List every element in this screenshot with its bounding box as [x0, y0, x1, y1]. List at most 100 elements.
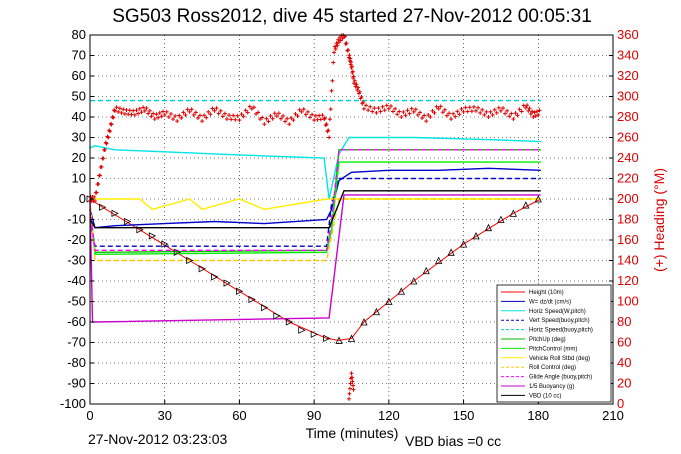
ascent-marker — [360, 318, 368, 326]
y-right-tick-label: 240 — [617, 150, 639, 165]
y-axis-right-label: (+) Heading (°M) — [651, 168, 667, 272]
y-tick-label: -60 — [67, 314, 86, 329]
y-right-tick-label: 120 — [617, 273, 639, 288]
y-tick-label: -90 — [67, 376, 86, 391]
descent-marker — [323, 334, 331, 343]
y-tick-label: 50 — [72, 89, 86, 104]
series-line-10 — [89, 194, 541, 323]
x-tick-label: 210 — [602, 408, 624, 423]
descent-marker — [260, 304, 269, 312]
y-tick-label: -40 — [67, 273, 86, 288]
y-right-tick-label: 60 — [617, 335, 631, 350]
ascent-marker — [435, 256, 443, 264]
ascent-marker — [497, 215, 505, 223]
descent-marker — [111, 209, 119, 217]
ascent-marker — [410, 277, 418, 285]
footer-timestamp: 27-Nov-2012 03:23:03 — [88, 431, 228, 447]
y-tick-label: 70 — [72, 48, 86, 63]
descent-marker — [186, 256, 194, 265]
y-tick-label: 40 — [72, 109, 86, 124]
y-tick-label: -20 — [67, 232, 86, 247]
series-line-0 — [89, 198, 542, 341]
descent-marker — [298, 326, 306, 334]
legend-entry: Horiz Speed(buoy,pitch) — [529, 328, 593, 334]
x-tick-label: 30 — [157, 408, 171, 423]
y-right-tick-label: 100 — [617, 294, 639, 309]
ascent-marker — [522, 201, 530, 209]
series-line-11 — [89, 190, 541, 229]
legend-entry: PitchControl (mm) — [529, 346, 577, 352]
y-right-tick-label: 300 — [617, 89, 639, 104]
ascent-marker — [447, 248, 455, 256]
ascent-marker — [372, 307, 381, 316]
ascent-marker — [385, 297, 393, 305]
y-tick-label: -30 — [67, 253, 86, 268]
y-right-tick-label: 220 — [617, 171, 639, 186]
x-tick-label: 0 — [86, 408, 93, 423]
x-axis-label: Time (minutes) — [306, 425, 399, 441]
legend-entry: Height (10m) — [529, 290, 564, 296]
descent-marker — [161, 240, 169, 248]
descent-marker — [310, 330, 319, 338]
y-right-tick-label: 260 — [617, 130, 639, 145]
descent-marker — [273, 312, 281, 320]
y-right-tick-label: 200 — [617, 191, 639, 206]
descent-marker — [99, 203, 107, 211]
legend-entry: Roll Control (deg) — [529, 365, 576, 371]
legend-entry: 1/5 Buoyancy (g) — [529, 384, 574, 390]
y-right-tick-label: 140 — [617, 253, 639, 268]
legend-entry: PitchUp (deg) — [529, 337, 566, 343]
descent-marker — [148, 232, 157, 240]
ascent-marker — [397, 287, 405, 295]
y-right-tick-label: 160 — [617, 232, 639, 247]
y-right-tick-label: 40 — [617, 355, 631, 370]
legend-box — [496, 284, 612, 403]
y-axis-left-ticks: -100-90-80-70-60-50-40-30-20-10010203040… — [60, 27, 94, 411]
y-right-tick-label: 360 — [617, 27, 639, 42]
y-axis-right-ticks: 0 20 40 60 80 100 120 140 160 180 200 220 240 260 280 3… — [609, 27, 639, 411]
ascent-marker — [472, 232, 480, 240]
y-right-tick-label: 20 — [617, 376, 631, 391]
y-tick-label: -100 — [60, 396, 86, 411]
legend-entry: Vehicle Roll Stbd (deg) — [529, 356, 590, 362]
x-tick-label: 90 — [307, 408, 321, 423]
x-tick-label: 180 — [527, 408, 549, 423]
ascent-marker — [509, 209, 518, 217]
legend: Height (10m) W= dz/dt (cm/s) Horiz Speed(W… — [496, 284, 612, 403]
y-tick-label: 0 — [79, 191, 86, 206]
y-right-tick-label: 180 — [617, 212, 639, 227]
x-tick-label: 150 — [453, 408, 475, 423]
y-tick-label: 60 — [72, 68, 86, 83]
ascent-marker — [534, 195, 542, 203]
ascent-marker — [335, 336, 343, 344]
ascent-marker — [347, 334, 356, 342]
y-tick-label: -70 — [67, 335, 86, 350]
y-right-tick-label: 280 — [617, 109, 639, 124]
series-line-6 — [89, 161, 541, 256]
ascent-marker — [459, 240, 468, 248]
descent-marker — [136, 226, 144, 234]
ascent-marker — [484, 223, 493, 232]
descent-marker — [223, 279, 231, 287]
descent-marker — [248, 295, 256, 304]
vbd-bias-label: VBD bias =0 cc — [405, 433, 501, 449]
descent-marker — [285, 318, 294, 326]
ascent-marker — [422, 266, 430, 275]
descent-marker — [173, 248, 182, 256]
x-tick-label: 60 — [232, 408, 246, 423]
series-line-9 — [89, 149, 541, 252]
legend-entry: Horiz Speed(W,pitch) — [529, 309, 586, 315]
legend-entry: Vert Speed(buoy,pitch) — [529, 318, 590, 324]
y-tick-label: 30 — [72, 130, 86, 145]
y-right-tick-label: 340 — [617, 48, 639, 63]
descent-marker — [211, 273, 219, 281]
x-axis-ticks: 0 30 60 90 120 150 180 210 — [86, 400, 624, 423]
series-line-1 — [89, 167, 541, 229]
legend-entry: W= dz/dt (cm/s) — [529, 299, 571, 305]
y-tick-label: 10 — [72, 171, 86, 186]
descent-marker — [198, 265, 206, 273]
y-right-tick-label: 80 — [617, 314, 631, 329]
x-tick-label: 120 — [378, 408, 400, 423]
series-line-7 — [90, 198, 541, 211]
y-right-tick-label: 320 — [617, 68, 639, 83]
